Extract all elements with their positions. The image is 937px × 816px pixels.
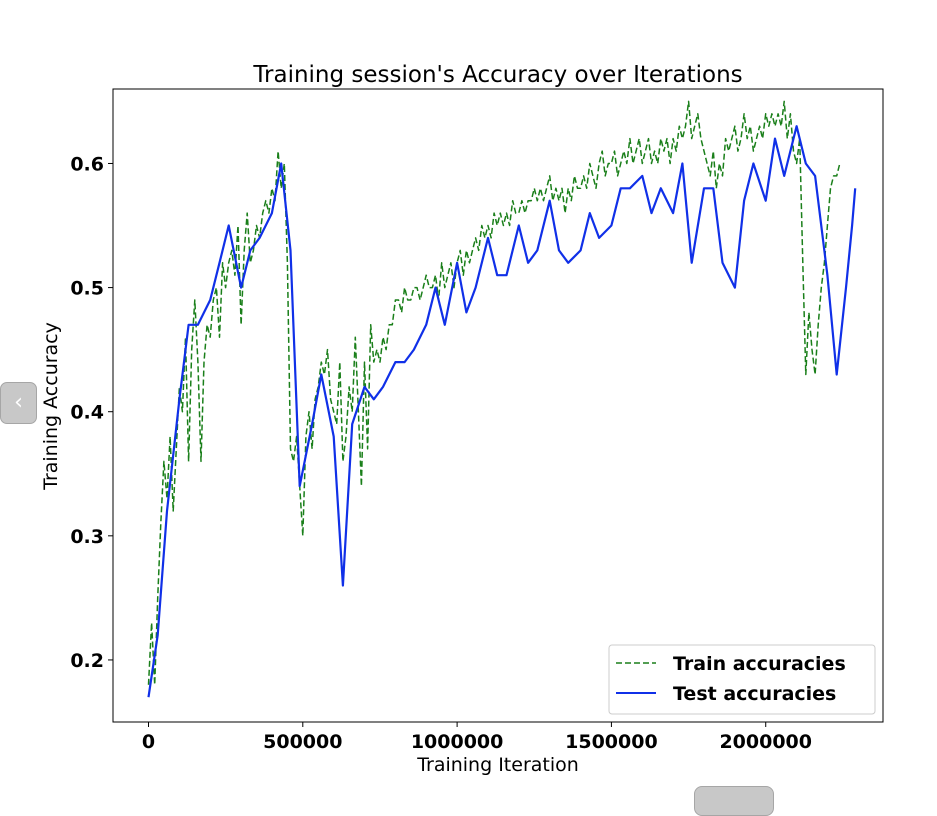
legend: Train accuracies Test accuracies [608,644,876,715]
test-accuracy-line [147,125,857,698]
previous-button[interactable]: ‹ [0,382,37,424]
x-tick-label: 0 [142,731,155,753]
x-tick-label: 2000000 [719,731,812,753]
y-tick-label: 0.4 [70,402,104,424]
train-accuracy-line [147,100,841,686]
plot-frame [112,88,884,723]
x-tick-label: 1000000 [411,731,504,753]
x-tick-label: 500000 [263,731,342,753]
legend-box [608,644,876,715]
legend-label-test: Test accuracies [673,683,836,705]
y-tick-label: 0.2 [70,650,104,672]
y-tick-label: 0.6 [70,153,104,175]
y-tick-label: 0.3 [70,526,104,548]
y-axis-ticks: 0.2 0.3 0.4 0.5 0.6 [70,153,113,672]
plot-series [147,100,857,698]
x-tick-label: 1500000 [565,731,658,753]
x-axis-ticks: 0 500000 1000000 1500000 2000000 [142,722,812,753]
legend-label-train: Train accuracies [673,653,846,675]
chart-title: Training session's Accuracy over Iterati… [252,62,742,88]
chevron-left-icon: ‹ [14,390,23,415]
x-axis-label: Training Iteration [416,754,579,776]
y-tick-label: 0.5 [70,278,104,300]
y-axis-label: Training Accuracy [40,322,62,491]
bottom-tab-button[interactable] [694,786,774,816]
